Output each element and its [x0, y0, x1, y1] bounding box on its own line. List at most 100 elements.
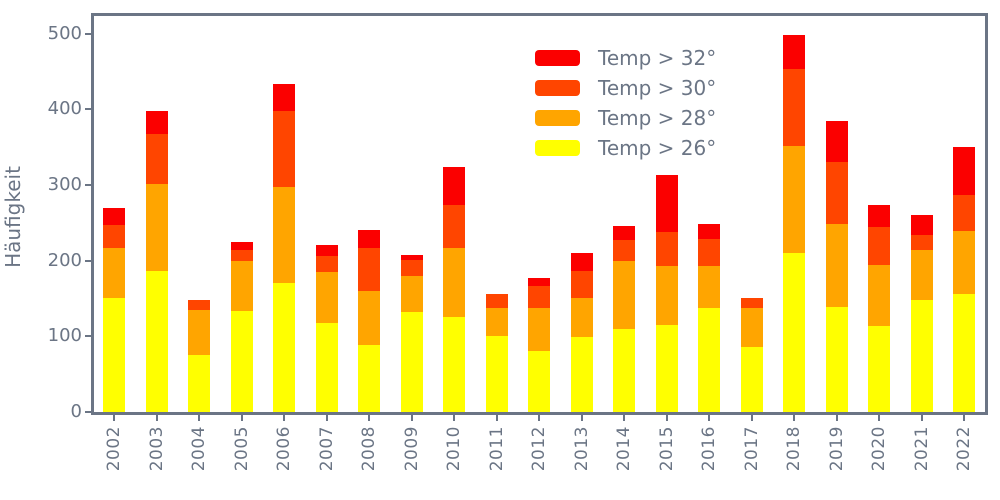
bar-segment — [868, 226, 890, 266]
bar-segment — [443, 248, 465, 318]
bar-segment — [443, 317, 465, 412]
x-tick-label: 2016 — [699, 426, 719, 472]
bar-segment — [188, 299, 210, 310]
bar-segment — [273, 282, 295, 412]
x-tick-label: 2017 — [741, 426, 762, 472]
bar-segment — [655, 175, 678, 232]
bar-segment — [485, 308, 508, 336]
bar-segment — [400, 312, 423, 412]
x-tick-mark — [793, 415, 795, 421]
x-tick-mark — [920, 415, 923, 421]
bar-segment — [315, 256, 338, 272]
y-tick-label: 200 — [47, 249, 82, 271]
x-tick-mark — [580, 415, 583, 421]
y-tick-label: 100 — [47, 325, 82, 347]
x-tick-label: 2004 — [189, 426, 209, 472]
legend-swatch-icon — [535, 110, 580, 126]
bar-segment — [655, 231, 678, 266]
bar-segment — [400, 255, 423, 260]
bar-segment — [613, 328, 635, 412]
bar-segment — [740, 297, 763, 308]
bar-segment — [698, 238, 720, 266]
bar-segment — [528, 351, 550, 412]
x-tick-mark — [155, 415, 158, 421]
x-tick-mark — [963, 415, 965, 421]
x-tick-mark — [410, 415, 413, 421]
x-tick-mark — [240, 415, 243, 421]
x-tick-mark — [665, 415, 668, 421]
bar-segment — [783, 146, 805, 254]
bar-segment — [868, 265, 890, 326]
bar-segment — [825, 306, 848, 412]
bar-segment — [485, 293, 508, 309]
bar-segment — [230, 260, 253, 311]
bar-segment — [103, 207, 125, 226]
bar-segment — [698, 223, 720, 239]
bar-segment — [825, 121, 848, 163]
legend-row: Temp > 30° — [535, 76, 716, 100]
bar-segment — [230, 242, 253, 250]
y-tick-mark — [85, 411, 92, 413]
x-tick-mark — [623, 415, 625, 421]
bar-segment — [910, 234, 933, 250]
bar-segment — [315, 271, 338, 323]
legend-label: Temp > 28° — [598, 106, 717, 130]
bar-segment — [528, 278, 550, 286]
bar-segment — [358, 229, 380, 248]
bar-segment — [698, 307, 720, 412]
legend: Temp > 32° Temp > 30° Temp > 28° Temp > 26° — [535, 46, 716, 170]
bar-segment — [570, 253, 593, 272]
bar-segment — [400, 259, 423, 276]
x-tick-mark — [495, 415, 498, 421]
y-axis-label: Häufigkeit — [1, 166, 25, 268]
x-tick-label: 2007 — [316, 426, 337, 472]
x-tick-mark — [113, 415, 115, 421]
x-tick-mark — [325, 415, 328, 421]
bar-segment — [953, 293, 975, 412]
bar-segment — [613, 260, 635, 329]
x-tick-mark — [878, 415, 880, 421]
bar-segment — [613, 240, 635, 261]
bar-segment — [613, 225, 635, 241]
x-tick-label: 2003 — [146, 426, 167, 472]
x-tick-mark — [708, 415, 710, 421]
y-tick-mark — [85, 32, 92, 35]
x-tick-label: 2010 — [444, 426, 464, 472]
bar-segment — [953, 147, 975, 196]
bar-segment — [188, 309, 210, 356]
bar-segment — [145, 271, 168, 412]
y-tick-mark — [85, 108, 92, 111]
x-tick-label: 2011 — [486, 426, 507, 472]
bar-segment — [273, 111, 295, 188]
bar-segment — [910, 250, 933, 300]
legend-row: Temp > 26° — [535, 136, 716, 160]
bar-segment — [910, 215, 933, 235]
x-tick-label: 2006 — [274, 426, 294, 472]
x-tick-mark — [368, 415, 370, 421]
bar-segment — [570, 337, 593, 412]
legend-row: Temp > 28° — [535, 106, 716, 130]
bar-segment — [825, 224, 848, 307]
legend-swatch-icon — [535, 50, 580, 66]
bar-segment — [953, 195, 975, 232]
bar-segment — [698, 265, 720, 308]
legend-label: Temp > 30° — [598, 76, 717, 100]
bar-segment — [783, 69, 805, 147]
x-tick-label: 2005 — [231, 426, 252, 472]
bar-segment — [953, 231, 975, 294]
x-tick-label: 2014 — [614, 426, 634, 472]
legend-swatch-icon — [535, 140, 580, 156]
bar-segment — [145, 134, 168, 185]
bar-segment — [358, 247, 380, 291]
x-tick-label: 2019 — [826, 426, 847, 472]
y-tick-label: 0 — [70, 401, 82, 422]
x-tick-label: 2002 — [104, 426, 124, 472]
x-tick-label: 2020 — [869, 426, 889, 472]
bar-segment — [400, 275, 423, 313]
plot-area: Temp > 32° Temp > 30° Temp > 28° Temp > 26° — [91, 13, 988, 415]
bar-segment — [145, 184, 168, 272]
bar-segment — [570, 271, 593, 299]
bar-segment — [825, 162, 848, 225]
bar-segment — [103, 247, 125, 299]
